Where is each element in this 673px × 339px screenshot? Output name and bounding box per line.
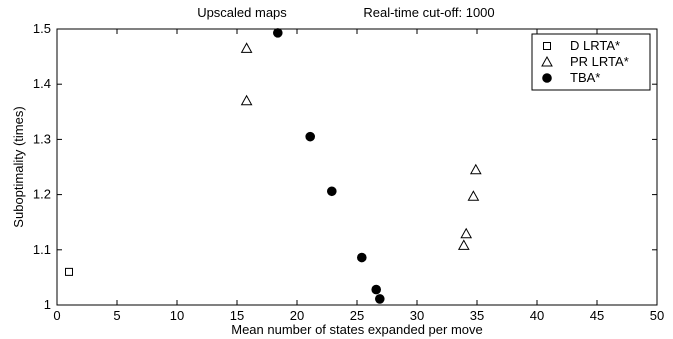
x-tick-label: 30 <box>410 308 424 323</box>
point-tba <box>371 284 382 295</box>
point-tba <box>375 294 385 304</box>
y-tick-label: 1 <box>44 297 51 312</box>
x-axis-ticks: 0 5 10 15 20 25 30 35 40 45 50 <box>53 29 664 323</box>
y-tick-label: 1.2 <box>33 187 51 202</box>
y-axis-label: Suboptimality (times) <box>11 106 26 227</box>
y-axis-ticks: 1 1.1 1.2 1.3 1.4 1.5 <box>33 21 657 312</box>
x-tick-label: 5 <box>113 308 120 323</box>
point-pr-lrta <box>240 94 253 106</box>
legend: D LRTA*PR LRTA*TBA* <box>531 33 651 91</box>
chart-title-left: Upscaled maps <box>197 5 287 20</box>
legend-marker-pr-lrta <box>541 55 553 67</box>
legend-box <box>531 33 651 91</box>
x-tick-label: 10 <box>170 308 184 323</box>
point-tba <box>357 252 367 263</box>
legend-label-d-lrta: D LRTA* <box>570 38 620 53</box>
point-d-lrta <box>65 267 73 276</box>
x-axis-label: Mean number of states expanded per move <box>231 322 482 337</box>
point-pr-lrta <box>467 190 480 201</box>
chart-title-right: Real-time cut-off: 1000 <box>363 5 494 20</box>
x-tick-label: 40 <box>530 308 544 323</box>
point-pr-lrta <box>460 227 473 239</box>
x-tick-label: 20 <box>290 308 304 323</box>
point-pr-lrta <box>457 239 470 250</box>
x-tick-label: 35 <box>470 308 484 323</box>
data-points <box>65 28 482 304</box>
point-pr-lrta <box>469 163 482 175</box>
y-tick-label: 1.4 <box>33 76 51 91</box>
x-tick-label: 45 <box>590 308 604 323</box>
point-tba <box>305 131 316 142</box>
legend-marker-d-lrta <box>543 42 551 50</box>
point-tba <box>273 28 283 38</box>
y-tick-label: 1.1 <box>33 242 51 257</box>
x-tick-label: 25 <box>350 308 364 323</box>
y-tick-label: 1.5 <box>33 21 51 36</box>
legend-marker-tba <box>542 73 552 83</box>
legend-label-tba: TBA* <box>570 70 600 85</box>
y-tick-label: 1.3 <box>33 131 51 146</box>
x-tick-label: 50 <box>650 308 664 323</box>
x-tick-label: 15 <box>230 308 244 323</box>
point-pr-lrta <box>240 42 253 53</box>
x-tick-label: 0 <box>53 308 60 323</box>
point-tba <box>327 186 337 197</box>
legend-label-pr-lrta: PR LRTA* <box>570 54 629 69</box>
